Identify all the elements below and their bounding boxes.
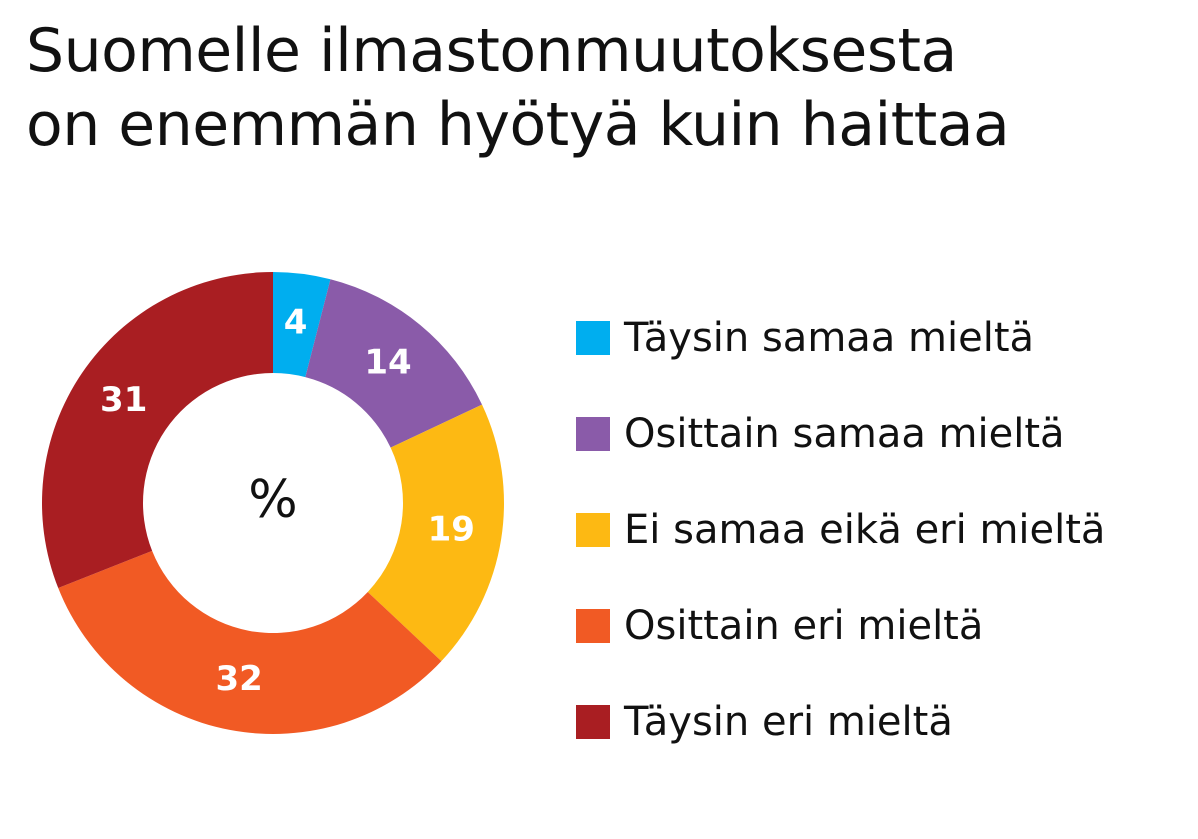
legend-item-taysin-eri: Täysin eri mieltä [576,674,1186,770]
donut-value-label-taysin-eri-mielta: 31 [100,380,147,420]
donut-slice-osittain-samaa-mielta [305,279,483,448]
legend-label-ei-samaa-eika-eri: Ei samaa eikä eri mieltä [624,507,1106,553]
chart-legend: Täysin samaa mieltä Osittain samaa mielt… [576,290,1186,770]
donut-value-labels: 4 14 19 32 31 [100,302,475,698]
legend-item-osittain-samaa: Osittain samaa mieltä [576,386,1186,482]
legend-label-osittain-eri: Osittain eri mieltä [624,603,984,649]
chart-title-line-1: Suomelle ilmastonmuutoksesta [26,16,957,86]
donut-value-label-taysin-samaa-mielta: 4 [284,302,308,342]
donut-slice-ei-samaa-eika-eri-mielta [367,404,504,662]
donut-slice-taysin-eri-mielta [42,272,274,589]
legend-swatch-taysin-eri [576,705,610,739]
legend-item-taysin-samaa: Täysin samaa mieltä [576,290,1186,386]
donut-value-label-osittain-samaa-mielta: 14 [364,342,411,382]
legend-item-osittain-eri: Osittain eri mieltä [576,578,1186,674]
donut-slice-taysin-samaa-mielta [273,272,331,378]
donut-value-label-ei-samaa-eika-eri-mielta: 19 [428,510,475,550]
donut-center-label: % [248,470,297,530]
legend-swatch-osittain-samaa [576,417,610,451]
legend-label-taysin-samaa: Täysin samaa mieltä [624,315,1035,361]
legend-swatch-osittain-eri [576,609,610,643]
legend-swatch-ei-samaa-eika-eri [576,513,610,547]
legend-swatch-taysin-samaa [576,321,610,355]
donut-value-label-osittain-eri-mielta: 32 [216,659,263,699]
donut-slices [42,272,504,735]
donut-chart: 4 14 19 32 31 % [42,272,504,735]
chart-title-line-2: on enemmän hyötyä kuin haittaa [26,90,1010,160]
legend-label-taysin-eri: Täysin eri mieltä [624,699,953,745]
legend-label-osittain-samaa: Osittain samaa mieltä [624,411,1065,457]
chart-title: Suomelle ilmastonmuutoksesta on enemmän … [26,14,1186,162]
donut-slice-osittain-eri-mielta [58,550,442,735]
legend-item-ei-samaa-eika-eri: Ei samaa eikä eri mieltä [576,482,1186,578]
